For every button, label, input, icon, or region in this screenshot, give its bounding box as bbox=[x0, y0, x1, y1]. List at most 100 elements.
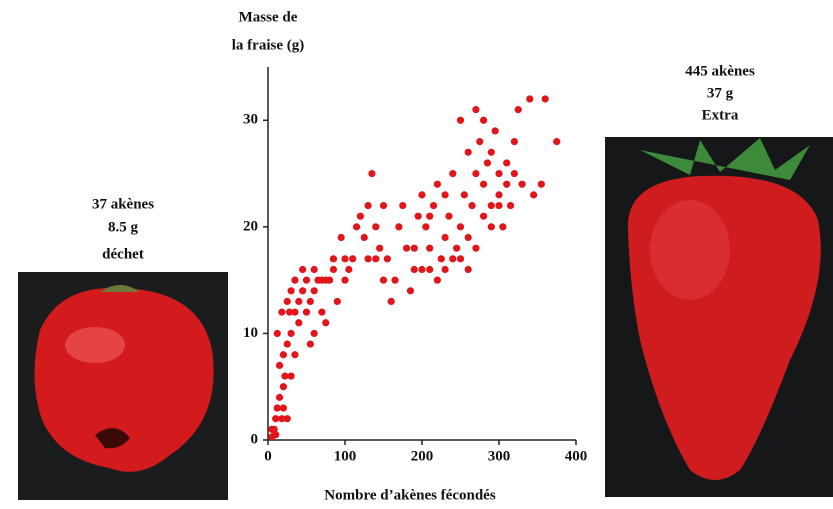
data-point bbox=[288, 330, 295, 337]
data-point bbox=[307, 340, 314, 347]
x-tick-label: 100 bbox=[334, 448, 357, 464]
data-point bbox=[349, 255, 356, 262]
data-point bbox=[499, 223, 506, 230]
data-point bbox=[372, 255, 379, 262]
data-point bbox=[426, 266, 433, 273]
data-point bbox=[515, 106, 522, 113]
data-point bbox=[461, 191, 468, 198]
data-point bbox=[415, 213, 422, 220]
data-point bbox=[365, 255, 372, 262]
data-point bbox=[526, 95, 533, 102]
data-point bbox=[399, 202, 406, 209]
left-caption: 37 akènes bbox=[92, 196, 154, 212]
data-point bbox=[434, 277, 441, 284]
data-point bbox=[311, 266, 318, 273]
data-point bbox=[380, 277, 387, 284]
data-point bbox=[299, 266, 306, 273]
data-point bbox=[274, 330, 281, 337]
data-point bbox=[384, 255, 391, 262]
data-point bbox=[307, 298, 314, 305]
data-point bbox=[274, 404, 281, 411]
right-caption: Extra bbox=[702, 107, 739, 123]
y-tick-label: 20 bbox=[243, 218, 258, 234]
data-point bbox=[480, 181, 487, 188]
data-point bbox=[542, 95, 549, 102]
y-tick-label: 10 bbox=[243, 325, 258, 341]
data-point bbox=[280, 383, 287, 390]
data-point bbox=[476, 138, 483, 145]
data-point bbox=[284, 415, 291, 422]
data-point bbox=[380, 202, 387, 209]
data-point bbox=[492, 127, 499, 134]
data-point bbox=[418, 266, 425, 273]
data-point bbox=[495, 202, 502, 209]
y-tick-label: 30 bbox=[243, 112, 258, 128]
data-point bbox=[353, 223, 360, 230]
data-point bbox=[453, 245, 460, 252]
data-point bbox=[457, 223, 464, 230]
data-point bbox=[303, 277, 310, 284]
data-point bbox=[445, 213, 452, 220]
y-axis-label: la fraise (g) bbox=[232, 37, 304, 53]
data-point bbox=[411, 266, 418, 273]
data-point bbox=[280, 351, 287, 358]
data-point bbox=[480, 213, 487, 220]
data-point bbox=[318, 309, 325, 316]
data-point bbox=[341, 255, 348, 262]
data-point bbox=[345, 266, 352, 273]
data-point bbox=[361, 234, 368, 241]
data-point bbox=[326, 277, 333, 284]
data-point bbox=[330, 266, 337, 273]
data-point bbox=[330, 255, 337, 262]
x-axis-label: Nombre d’akènes fécondés bbox=[324, 487, 496, 503]
data-point bbox=[418, 191, 425, 198]
data-point bbox=[365, 202, 372, 209]
data-point bbox=[472, 245, 479, 252]
data-point bbox=[284, 340, 291, 347]
data-point bbox=[495, 191, 502, 198]
data-point bbox=[538, 181, 545, 188]
data-point bbox=[434, 181, 441, 188]
data-point bbox=[281, 372, 288, 379]
data-point bbox=[291, 351, 298, 358]
data-point bbox=[372, 223, 379, 230]
data-point bbox=[465, 149, 472, 156]
data-point bbox=[438, 255, 445, 262]
data-point bbox=[357, 213, 364, 220]
data-point bbox=[457, 255, 464, 262]
data-point bbox=[495, 170, 502, 177]
data-point bbox=[530, 191, 537, 198]
data-point bbox=[278, 309, 285, 316]
data-point bbox=[311, 287, 318, 294]
y-axis-label: Masse de bbox=[239, 9, 298, 25]
right-caption: 37 g bbox=[707, 85, 734, 101]
data-point bbox=[472, 106, 479, 113]
x-tick-label: 0 bbox=[264, 448, 272, 464]
slide: 37 akènes 8.5 g déchet 445 akènes 37 g E… bbox=[0, 0, 833, 509]
data-point bbox=[391, 277, 398, 284]
data-point bbox=[411, 245, 418, 252]
data-point bbox=[395, 223, 402, 230]
data-point bbox=[403, 245, 410, 252]
left-caption: déchet bbox=[102, 246, 144, 262]
data-point bbox=[376, 245, 383, 252]
data-point bbox=[449, 170, 456, 177]
data-point bbox=[488, 223, 495, 230]
x-tick-label: 300 bbox=[488, 448, 511, 464]
data-point bbox=[368, 170, 375, 177]
data-point bbox=[295, 298, 302, 305]
y-tick-label: 0 bbox=[251, 431, 259, 447]
data-point bbox=[338, 234, 345, 241]
data-point bbox=[465, 234, 472, 241]
data-point bbox=[291, 277, 298, 284]
data-point bbox=[288, 287, 295, 294]
data-point bbox=[426, 213, 433, 220]
data-point bbox=[488, 149, 495, 156]
data-point bbox=[442, 266, 449, 273]
data-point bbox=[511, 138, 518, 145]
data-point bbox=[480, 117, 487, 124]
right-caption: 445 akènes bbox=[685, 63, 755, 79]
data-point bbox=[511, 170, 518, 177]
data-point bbox=[484, 159, 491, 166]
data-point bbox=[503, 181, 510, 188]
